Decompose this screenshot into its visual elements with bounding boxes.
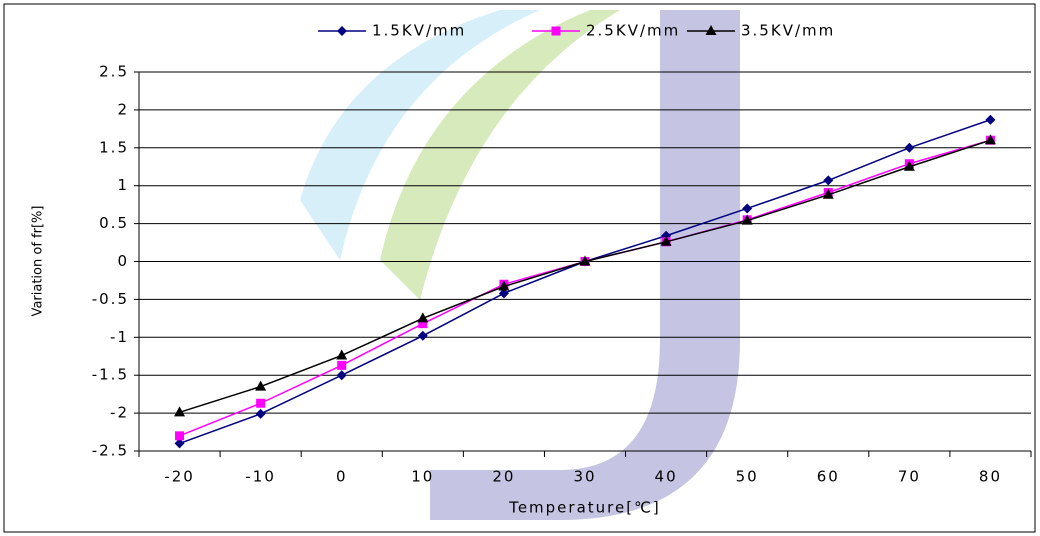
y-tick-label: 1 [117, 176, 129, 194]
y-tick-label: 2.5 [99, 63, 129, 81]
data-point [823, 175, 834, 186]
data-point [903, 160, 915, 171]
watermark-arc-green [380, 10, 620, 300]
data-point [822, 188, 834, 199]
data-point [741, 214, 753, 225]
data-point [904, 142, 915, 153]
data-point [255, 408, 266, 419]
y-tick-label: 2 [117, 100, 129, 118]
x-tick-label: 70 [898, 468, 921, 486]
y-tick-label: -0.5 [92, 290, 129, 308]
series-line [179, 119, 991, 445]
watermark [300, 10, 740, 520]
data-point [498, 288, 509, 299]
watermark-arc-blue [300, 10, 540, 260]
data-point [336, 349, 348, 360]
series-line [179, 139, 991, 437]
chart-border [3, 3, 1036, 533]
data-point [985, 114, 996, 125]
y-tick-label: 0.5 [99, 214, 129, 232]
data-point [417, 330, 428, 341]
legend-marker [705, 25, 717, 35]
data-point [742, 203, 753, 214]
y-tick-label: -1 [110, 328, 129, 346]
y-axis-label: Variation of fr[%] [31, 206, 46, 317]
data-point [255, 380, 267, 391]
legend-label: 2.5KV/mm [586, 22, 680, 40]
data-point [660, 235, 672, 246]
data-point [175, 431, 185, 441]
x-tick-label: 50 [736, 468, 759, 486]
data-point [579, 255, 591, 266]
legend-marker [337, 26, 347, 36]
y-tick-label: -2.5 [92, 442, 129, 460]
data-point [174, 438, 185, 449]
x-tick-label: 20 [492, 468, 515, 486]
legend-marker [551, 26, 561, 36]
data-point [417, 312, 429, 323]
data-point [418, 319, 428, 329]
data-point [174, 406, 186, 417]
legend-label: 3.5KV/mm [741, 22, 835, 40]
y-tick-label: -2 [110, 404, 129, 422]
x-tick-label: 60 [817, 468, 840, 486]
data-point [498, 280, 510, 291]
data-point [337, 360, 347, 370]
legend-label: 1.5KV/mm [372, 22, 466, 40]
x-tick-label: -10 [245, 468, 276, 486]
x-tick-label: 10 [411, 468, 434, 486]
x-tick-label: 40 [655, 468, 678, 486]
data-point [984, 134, 996, 145]
y-tick-label: 1.5 [99, 138, 129, 156]
x-axis-label: Temperature[℃] [508, 499, 661, 517]
series-line [179, 139, 991, 414]
data-point [336, 370, 347, 381]
x-tick-label: -20 [164, 468, 195, 486]
x-tick-label: 0 [336, 468, 348, 486]
watermark-j [430, 10, 740, 520]
y-tick-label: 0 [117, 252, 129, 270]
x-tick-label: 80 [979, 468, 1002, 486]
data-point [256, 398, 266, 408]
x-tick-label: 30 [573, 468, 596, 486]
y-tick-label: -1.5 [92, 366, 129, 384]
